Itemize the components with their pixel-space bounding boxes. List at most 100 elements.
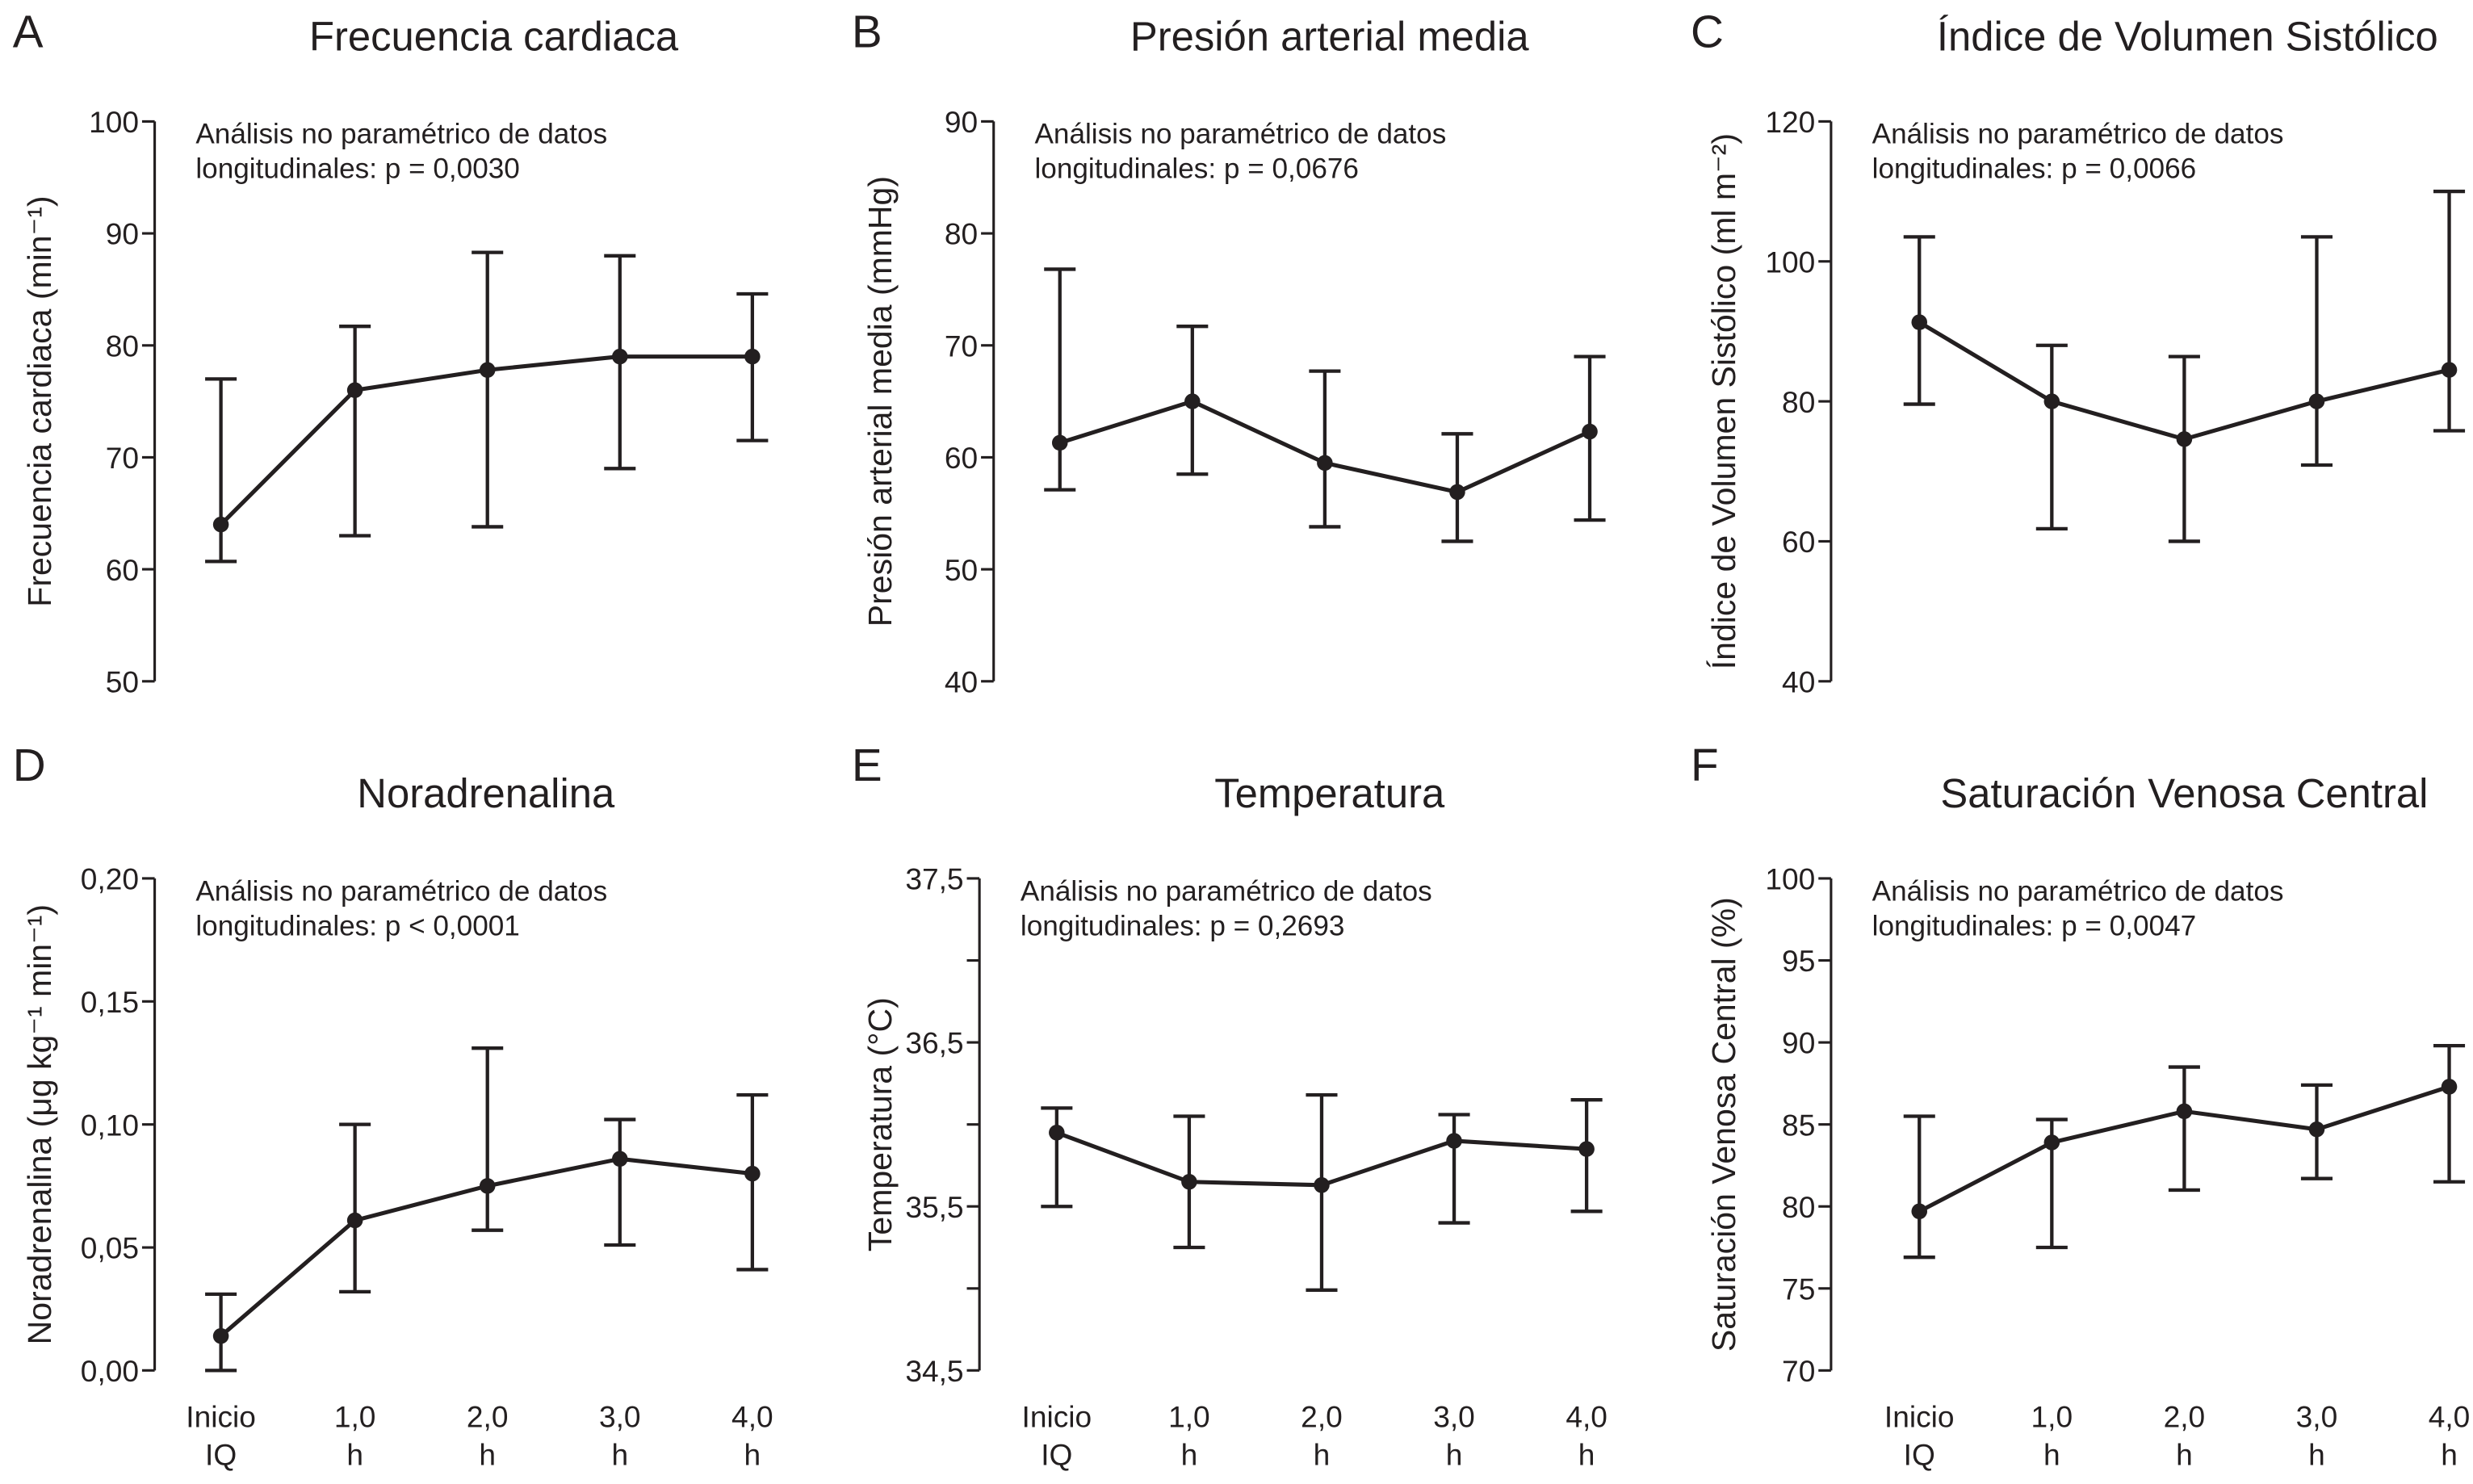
- chart-title: Temperatura: [1214, 770, 1445, 816]
- x-tick-label: IQ: [1041, 1438, 1072, 1472]
- error-bar: [2300, 235, 2333, 467]
- error-bar: [2433, 189, 2466, 433]
- y-tick-label: 34,5: [905, 1354, 963, 1388]
- data-point: [2308, 1121, 2325, 1138]
- x-tick-label: h: [2176, 1438, 2193, 1472]
- y-tick-label: 120: [1765, 105, 1815, 139]
- x-tick-label: h: [1181, 1438, 1198, 1472]
- data-point: [1911, 1203, 1928, 1220]
- panel-letter: B: [852, 7, 882, 58]
- error-bar: [2168, 354, 2200, 543]
- y-tick-label: 90: [106, 217, 139, 251]
- data-point: [2308, 393, 2325, 409]
- x-tick-label: h: [2043, 1438, 2060, 1472]
- x-tick-label: Inicio: [1884, 1400, 1955, 1434]
- panel-letter: D: [13, 740, 46, 791]
- y-tick-label: 50: [945, 553, 978, 587]
- chart-title: Presión arterial media: [1130, 14, 1530, 60]
- y-tick-label: 0,20: [81, 862, 139, 896]
- annotation-line: Análisis no paramétrico de datos: [1034, 119, 1446, 150]
- error-bar: [339, 325, 371, 538]
- error-bar: [2433, 1044, 2466, 1184]
- error-bar: [604, 1117, 636, 1247]
- annotation-line: Análisis no paramétrico de datos: [195, 119, 607, 150]
- y-tick-label: 70: [945, 329, 978, 363]
- panel-d: D Noradrenalina Noradrenalina (μg kg⁻¹ min…: [13, 740, 773, 1472]
- annotation-line: Análisis no paramétrico de datos: [1021, 875, 1432, 907]
- x-tick-label: h: [346, 1438, 363, 1472]
- y-tick-label: 0,10: [81, 1108, 139, 1142]
- annotation-line: Análisis no paramétrico de datos: [1872, 119, 2284, 150]
- annotation-line: Análisis no paramétrico de datos: [1872, 875, 2284, 907]
- data-point: [1911, 314, 1928, 330]
- panel-c: C Índice de Volumen Sistólico Índice de Vo…: [1691, 7, 2466, 698]
- annotation-line: Análisis no paramétrico de datos: [195, 875, 607, 907]
- panel-b: B Presión arterial media Presión arterial …: [852, 7, 1606, 698]
- data-point: [2043, 393, 2060, 409]
- x-tick-label: 2,0: [2164, 1400, 2206, 1434]
- y-axis-label: Noradrenalina (μg kg⁻¹ min⁻¹): [21, 904, 58, 1344]
- panel-letter: A: [13, 7, 44, 58]
- x-tick-label: h: [1314, 1438, 1331, 1472]
- data-point: [212, 516, 229, 533]
- chart-title: Noradrenalina: [357, 770, 615, 816]
- panel-letter: F: [1691, 740, 1719, 791]
- y-axis-label: Presión arterial media (mmHg): [861, 176, 899, 627]
- y-axis-label: Temperatura (°C): [861, 997, 899, 1251]
- x-tick-label: h: [1446, 1438, 1463, 1472]
- x-tick-label: IQ: [1904, 1438, 1935, 1472]
- data-point: [1582, 423, 1598, 440]
- y-tick-label: 60: [945, 441, 978, 475]
- y-tick-label: 35,5: [905, 1190, 963, 1224]
- x-tick-label: Inicio: [1022, 1400, 1092, 1434]
- data-point: [2441, 1079, 2458, 1095]
- chart-title: Frecuencia cardiaca: [309, 14, 679, 60]
- y-tick-label: 0,15: [81, 985, 139, 1019]
- y-axis-label: Índice de Volumen Sistólico (ml m⁻²): [1705, 133, 1742, 669]
- y-tick-label: 70: [106, 441, 139, 475]
- annotation-line: longitudinales: p = 0,0047: [1872, 910, 2197, 941]
- y-tick-label: 80: [1782, 385, 1815, 419]
- data-point: [744, 1165, 761, 1182]
- x-tick-label: h: [2308, 1438, 2325, 1472]
- data-point: [346, 382, 363, 398]
- data-point: [2176, 431, 2193, 447]
- x-tick-label: h: [611, 1438, 628, 1472]
- y-tick-label: 36,5: [905, 1026, 963, 1060]
- annotation-line: longitudinales: p = 0,0066: [1872, 153, 2197, 185]
- panel-letter: C: [1691, 7, 1724, 58]
- x-tick-label: h: [744, 1438, 761, 1472]
- error-bar: [1438, 1113, 1470, 1225]
- x-tick-label: 4,0: [731, 1400, 773, 1434]
- data-point: [2176, 1103, 2193, 1120]
- error-bar: [1041, 1106, 1073, 1209]
- y-tick-label: 100: [1765, 245, 1815, 279]
- error-bar: [2035, 343, 2068, 530]
- panel-f: F Saturación Venosa Central Saturación Ven…: [1691, 740, 2470, 1472]
- y-tick-label: 60: [106, 553, 139, 587]
- x-tick-label: h: [479, 1438, 496, 1472]
- annotation-line: longitudinales: p < 0,0001: [195, 910, 520, 941]
- y-tick-label: 95: [1782, 944, 1815, 978]
- data-point: [612, 348, 628, 365]
- error-bar: [1044, 267, 1076, 492]
- data-point: [212, 1327, 229, 1344]
- x-tick-label: IQ: [205, 1438, 237, 1472]
- x-tick-label: h: [2441, 1438, 2458, 1472]
- x-tick-label: 3,0: [2296, 1400, 2338, 1434]
- y-tick-label: 80: [945, 217, 978, 251]
- y-tick-label: 90: [1782, 1026, 1815, 1060]
- data-point: [1317, 455, 1333, 472]
- data-point: [346, 1212, 363, 1229]
- annotation-line: longitudinales: p = 0,2693: [1021, 910, 1345, 941]
- panel-a: A Frecuencia cardiaca Frecuencia cardiaca …: [13, 7, 769, 698]
- data-point: [2043, 1134, 2060, 1151]
- y-tick-label: 100: [1765, 862, 1815, 896]
- data-point: [1181, 1173, 1197, 1190]
- data-point: [1051, 434, 1068, 451]
- panel-letter: E: [852, 740, 882, 791]
- data-point: [1446, 1133, 1462, 1149]
- y-tick-label: 40: [945, 664, 978, 698]
- y-tick-label: 80: [1782, 1190, 1815, 1224]
- y-tick-label: 37,5: [905, 862, 963, 896]
